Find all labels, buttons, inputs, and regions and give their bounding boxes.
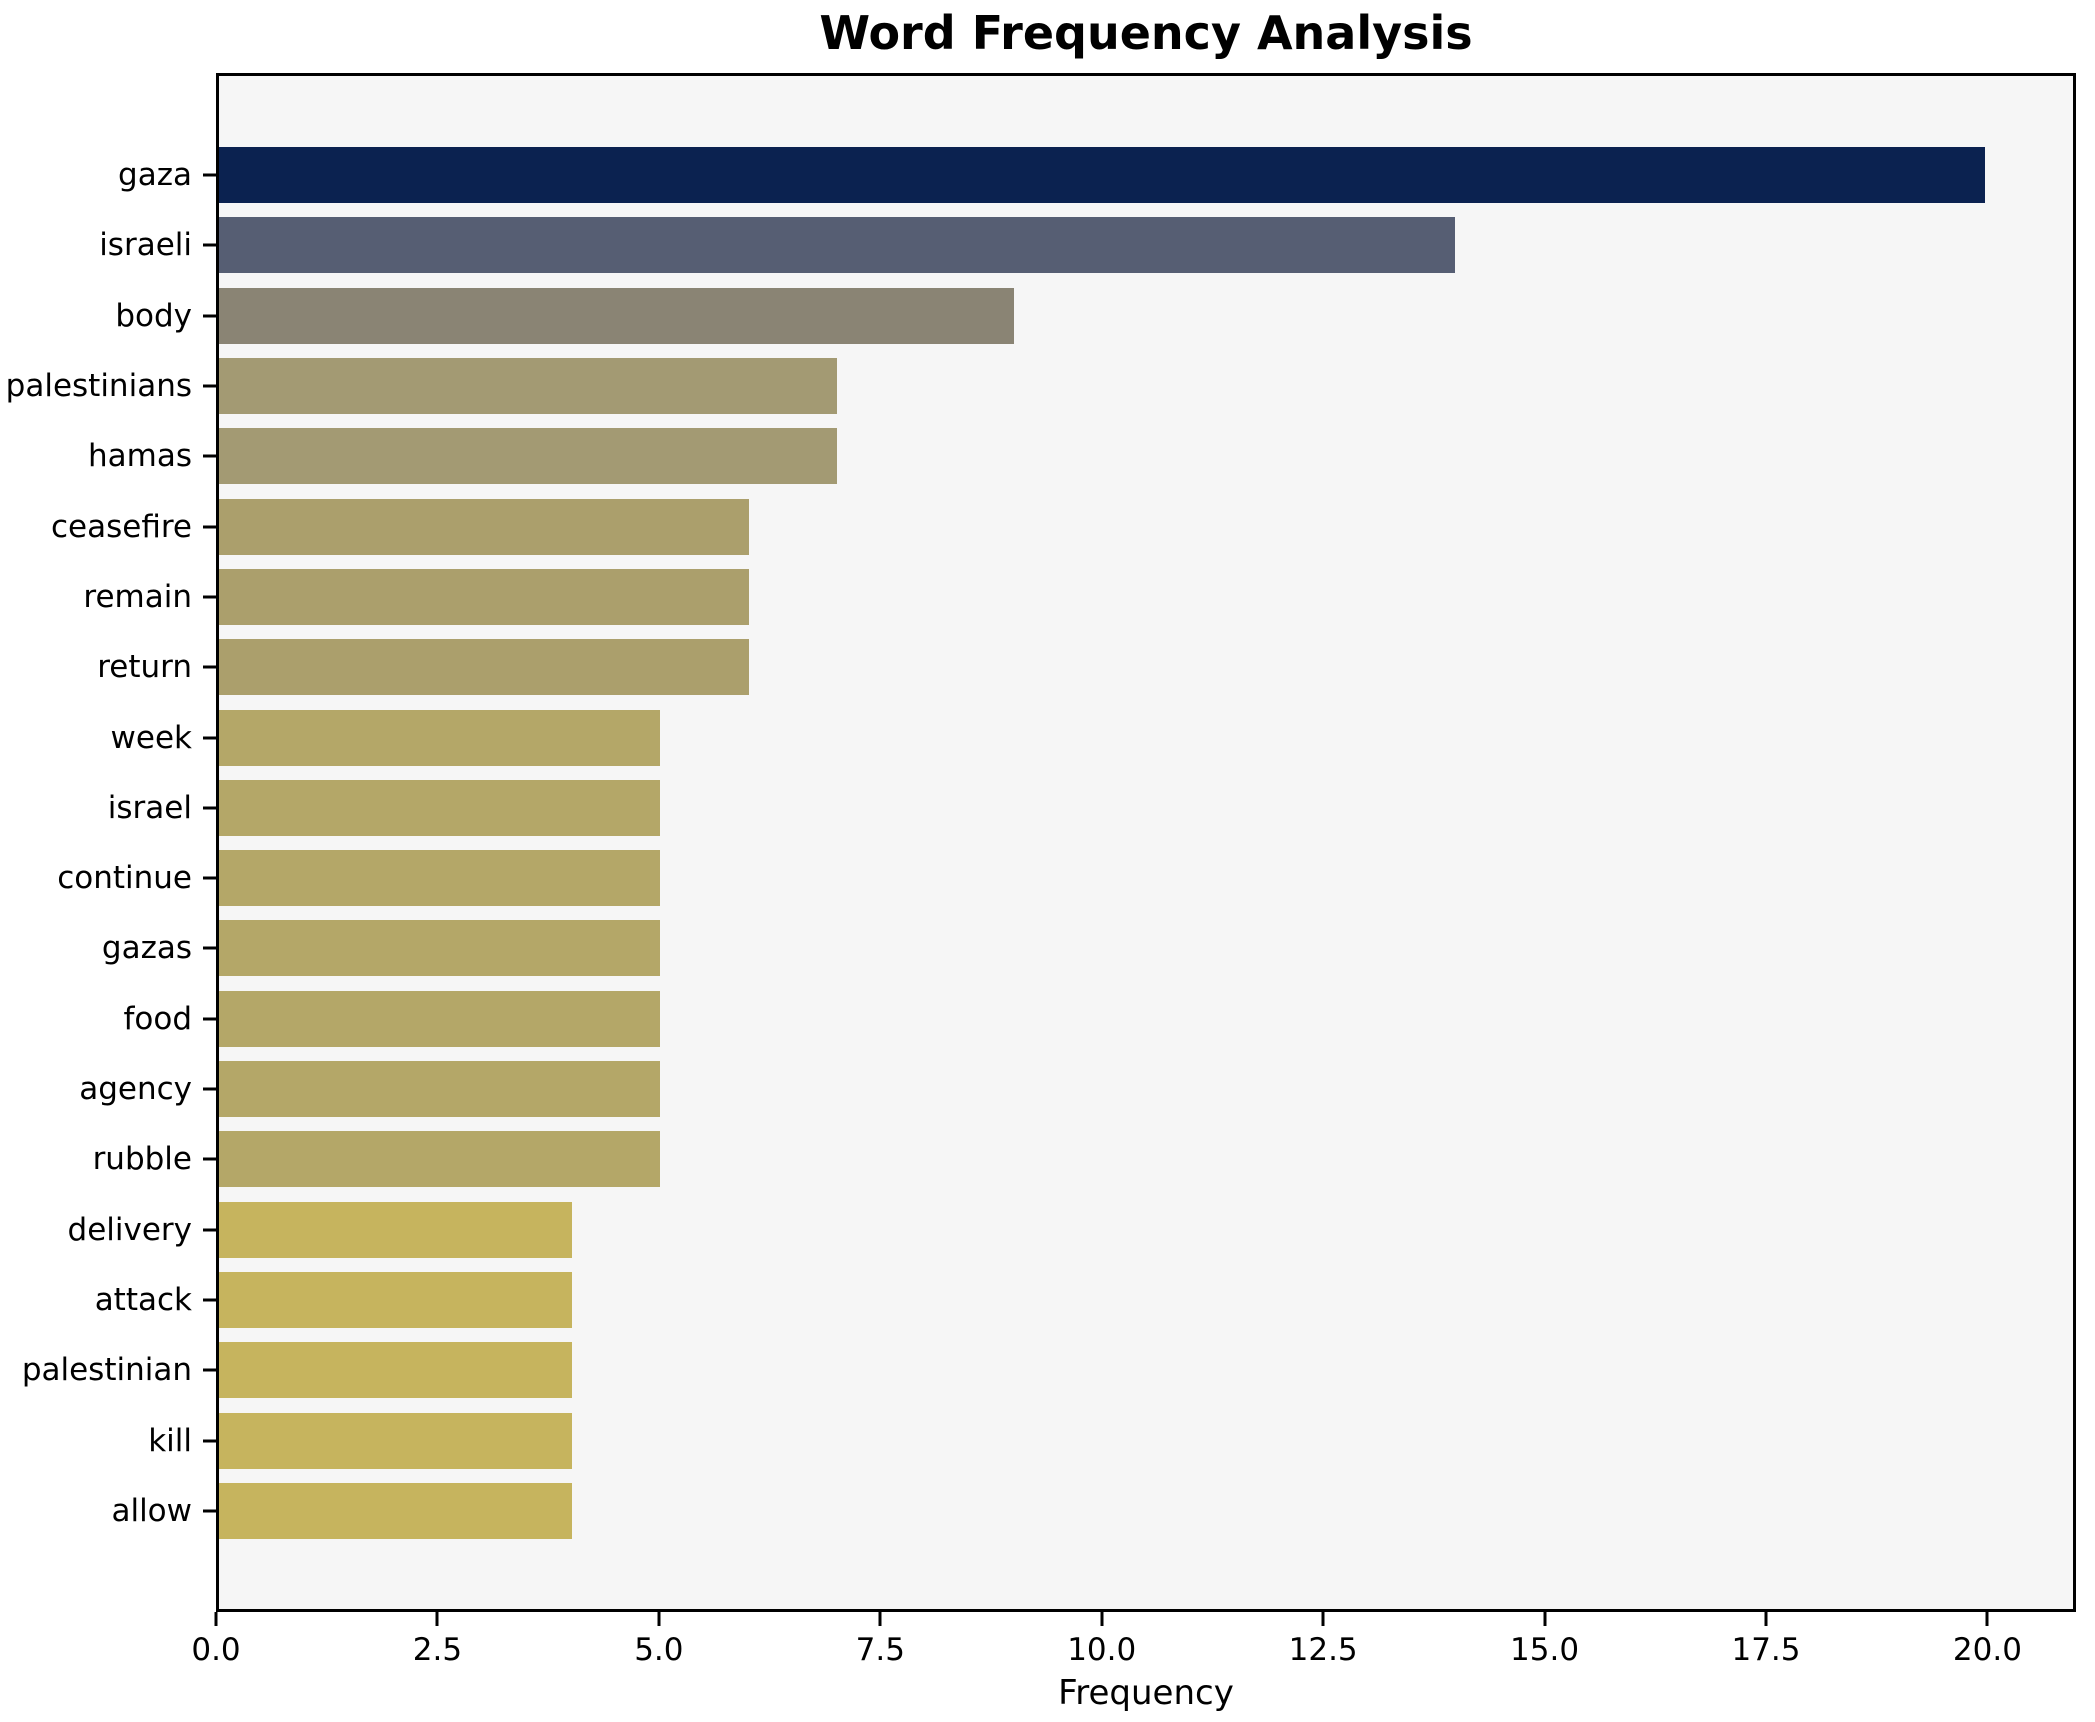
y-tick-label-kill: kill — [148, 1422, 192, 1459]
y-tick-label-continue: continue — [57, 860, 192, 897]
bar-israeli — [219, 217, 1455, 274]
x-tick-label: 7.5 — [855, 1632, 905, 1668]
x-tick-mark — [657, 1612, 661, 1626]
y-tick-label-palestinians: palestinians — [5, 368, 192, 405]
bar-ceasefire — [219, 498, 749, 555]
y-tick-mark — [203, 454, 216, 458]
y-tick-label-gaza: gaza — [118, 157, 192, 194]
y-tick-mark — [203, 1439, 216, 1443]
y-tick-mark — [203, 1228, 216, 1232]
x-tick-mark — [435, 1612, 439, 1626]
y-tick-label-gazas: gazas — [101, 930, 192, 967]
bar-palestinian — [219, 1342, 573, 1399]
bar-return — [219, 639, 749, 696]
bar-rubble — [219, 1131, 661, 1188]
y-tick-mark — [203, 314, 216, 318]
y-tick-mark — [203, 1157, 216, 1161]
y-tick-label-delivery: delivery — [67, 1211, 192, 1248]
x-tick-mark — [1985, 1612, 1989, 1626]
x-tick-mark — [1100, 1612, 1104, 1626]
x-tick-mark — [214, 1612, 218, 1626]
bar-food — [219, 990, 661, 1047]
y-tick-label-allow: allow — [111, 1492, 192, 1529]
y-tick-label-israeli: israeli — [99, 227, 192, 264]
y-tick-mark — [203, 806, 216, 810]
y-tick-label-week: week — [110, 719, 192, 756]
x-tick-label: 20.0 — [1952, 1632, 2022, 1668]
x-tick-mark — [878, 1612, 882, 1626]
bar-kill — [219, 1412, 573, 1469]
y-tick-label-palestinian: palestinian — [21, 1352, 192, 1389]
y-tick-label-agency: agency — [79, 1071, 192, 1108]
y-tick-mark — [203, 1017, 216, 1021]
x-tick-label: 0.0 — [191, 1632, 241, 1668]
y-tick-label-rubble: rubble — [92, 1141, 192, 1178]
bar-israel — [219, 779, 661, 836]
x-tick-label: 15.0 — [1510, 1632, 1580, 1668]
bar-delivery — [219, 1201, 573, 1258]
y-tick-mark — [203, 1509, 216, 1513]
bar-gazas — [219, 920, 661, 977]
y-tick-mark — [203, 384, 216, 388]
bar-attack — [219, 1271, 573, 1328]
x-tick-mark — [1764, 1612, 1768, 1626]
y-tick-mark — [203, 1298, 216, 1302]
y-tick-mark — [203, 243, 216, 247]
y-tick-label-israel: israel — [107, 789, 192, 826]
x-tick-label: 5.0 — [634, 1632, 684, 1668]
chart-title: Word Frequency Analysis — [819, 6, 1473, 60]
x-tick-label: 17.5 — [1731, 1632, 1801, 1668]
bar-palestinians — [219, 358, 837, 415]
bar-allow — [219, 1482, 573, 1539]
bar-body — [219, 287, 1014, 344]
bar-hamas — [219, 428, 837, 485]
y-tick-mark — [203, 525, 216, 529]
y-tick-mark — [203, 665, 216, 669]
x-tick-label: 12.5 — [1288, 1632, 1358, 1668]
bar-remain — [219, 568, 749, 625]
y-tick-mark — [203, 595, 216, 599]
y-tick-label-attack: attack — [94, 1281, 192, 1318]
y-tick-label-remain: remain — [83, 578, 192, 615]
y-tick-label-ceasefire: ceasefire — [51, 508, 192, 545]
x-tick-label: 2.5 — [412, 1632, 463, 1668]
y-tick-label-hamas: hamas — [88, 438, 192, 475]
x-tick-mark — [1543, 1612, 1547, 1626]
x-axis-label: Frequency — [1058, 1673, 1234, 1713]
y-tick-label-food: food — [123, 1000, 192, 1037]
y-tick-mark — [203, 876, 216, 880]
y-tick-mark — [203, 736, 216, 740]
y-tick-mark — [203, 946, 216, 950]
y-tick-mark — [203, 1368, 216, 1372]
bar-continue — [219, 850, 661, 907]
bar-gaza — [219, 147, 1985, 204]
y-tick-label-return: return — [97, 649, 192, 686]
y-tick-mark — [203, 1087, 216, 1091]
x-tick-mark — [1321, 1612, 1325, 1626]
bar-week — [219, 709, 661, 766]
y-tick-label-body: body — [115, 297, 192, 334]
x-tick-label: 10.0 — [1067, 1632, 1137, 1668]
bar-agency — [219, 1061, 661, 1118]
plot-area — [216, 73, 2076, 1612]
y-tick-mark — [203, 173, 216, 177]
